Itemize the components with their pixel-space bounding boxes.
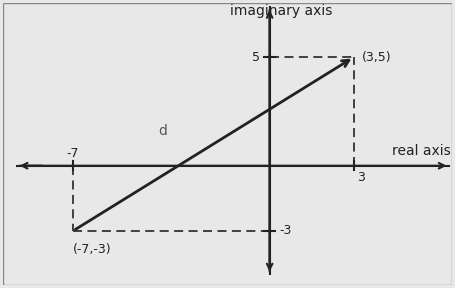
Text: -7: -7 (67, 147, 79, 160)
Text: imaginary axis: imaginary axis (230, 4, 332, 18)
Text: (-7,-3): (-7,-3) (73, 243, 111, 256)
Text: (3,5): (3,5) (362, 51, 392, 64)
Text: -3: -3 (279, 224, 292, 237)
Text: 5: 5 (252, 51, 260, 64)
Text: d: d (158, 124, 167, 138)
Text: 3: 3 (357, 171, 364, 184)
Text: real axis: real axis (392, 144, 451, 158)
